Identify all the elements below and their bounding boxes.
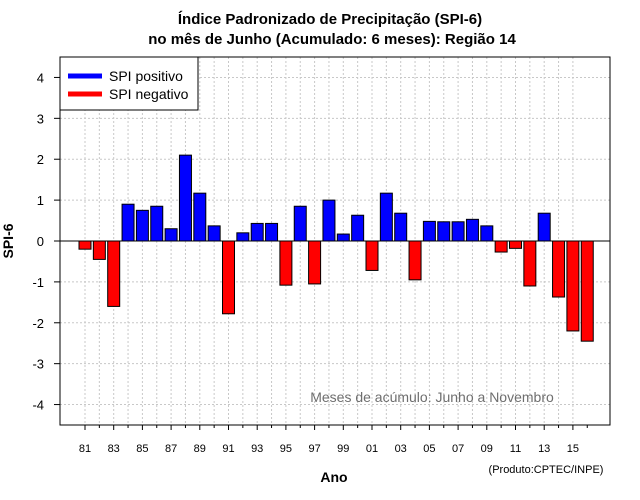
bar-13 [537,212,551,242]
x-tick-label: 93 [251,443,263,455]
x-tick-label: 03 [395,443,407,455]
bar-02 [379,192,393,242]
bar-09 [480,225,494,242]
x-tick-label: 11 [510,443,521,455]
accumulation-note: Meses de acúmulo: Junho a Novembro [310,389,554,405]
x-axis: 81 83 85 87 89 91 93 95 97 99 01 03 05 07 09 11 13 15 [79,425,588,455]
bar-06 [437,221,451,242]
x-tick-label: 01 [366,443,378,455]
x-tick-label: 81 [79,443,91,455]
y-tick-label: -1 [32,275,44,290]
bar-95 [279,240,293,286]
x-tick-label: 99 [337,443,349,455]
bar-86 [150,205,164,242]
bar-04 [408,240,422,281]
bar-05 [422,220,436,242]
bar-83 [107,240,121,307]
y-tick-label: -4 [32,398,44,413]
y-tick-label: 1 [37,193,44,208]
x-tick-label: 91 [222,443,234,455]
x-tick-label: 83 [108,443,120,455]
x-tick-label: 85 [136,443,148,455]
chart-title: Índice Padronizado de Precipitação (SPI-… [178,11,482,28]
bar-85 [135,209,149,242]
bar-15 [566,240,580,332]
bar-88 [178,154,192,242]
bar-98 [322,199,336,242]
bar-12 [523,240,537,287]
bar-89 [193,192,207,242]
bar-81 [78,240,92,250]
chart-subtitle: no mês de Junho (Acumulado: 6 meses): Re… [148,31,516,48]
bar-92 [236,232,250,242]
bar-90 [207,225,221,242]
x-tick-label: 97 [308,443,320,455]
x-tick-label: 95 [280,443,292,455]
bar-96 [293,205,307,242]
bar-91 [222,240,235,315]
x-tick-label: 13 [538,443,550,455]
x-tick-label: 05 [423,443,435,455]
legend-label-negative: SPI negativo [109,86,189,102]
x-tick-label: 87 [165,443,177,455]
bar-14 [552,240,566,298]
bar-87 [164,228,178,242]
y-tick-label: -2 [32,316,44,331]
bar-10 [494,240,508,253]
x-tick-label: 09 [481,443,493,455]
y-tick-label: -3 [32,357,44,372]
y-axis-label: SPI-6 [0,223,16,258]
bar-03 [394,212,408,242]
bar-82 [92,240,106,260]
x-tick-label: 07 [452,443,464,455]
x-axis-label: Ano [320,469,347,485]
x-tick-label: 89 [194,443,206,455]
legend: SPI positivo SPI negativo [59,56,199,111]
bar-94 [265,222,279,242]
bar-07 [451,221,465,242]
bar-97 [308,240,322,285]
bar-16 [580,240,594,342]
bar-93 [250,222,264,242]
y-axis: -4 -3 -2 -1 0 1 2 3 4 [32,70,60,413]
y-tick-label: 0 [37,234,44,249]
bar-84 [121,203,135,242]
bars [78,154,594,342]
y-tick-label: 3 [37,111,44,126]
bar-11 [509,240,522,249]
legend-label-positive: SPI positivo [109,68,183,84]
legend-box [59,56,199,111]
bar-00 [351,214,365,242]
x-tick-label: 15 [567,443,579,455]
y-tick-label: 4 [37,70,44,85]
bar-08 [465,218,479,242]
bar-01 [365,240,379,271]
bar-99 [336,233,350,242]
y-tick-label: 2 [37,152,44,167]
product-credit: (Produto:CPTEC/INPE) [489,464,604,476]
